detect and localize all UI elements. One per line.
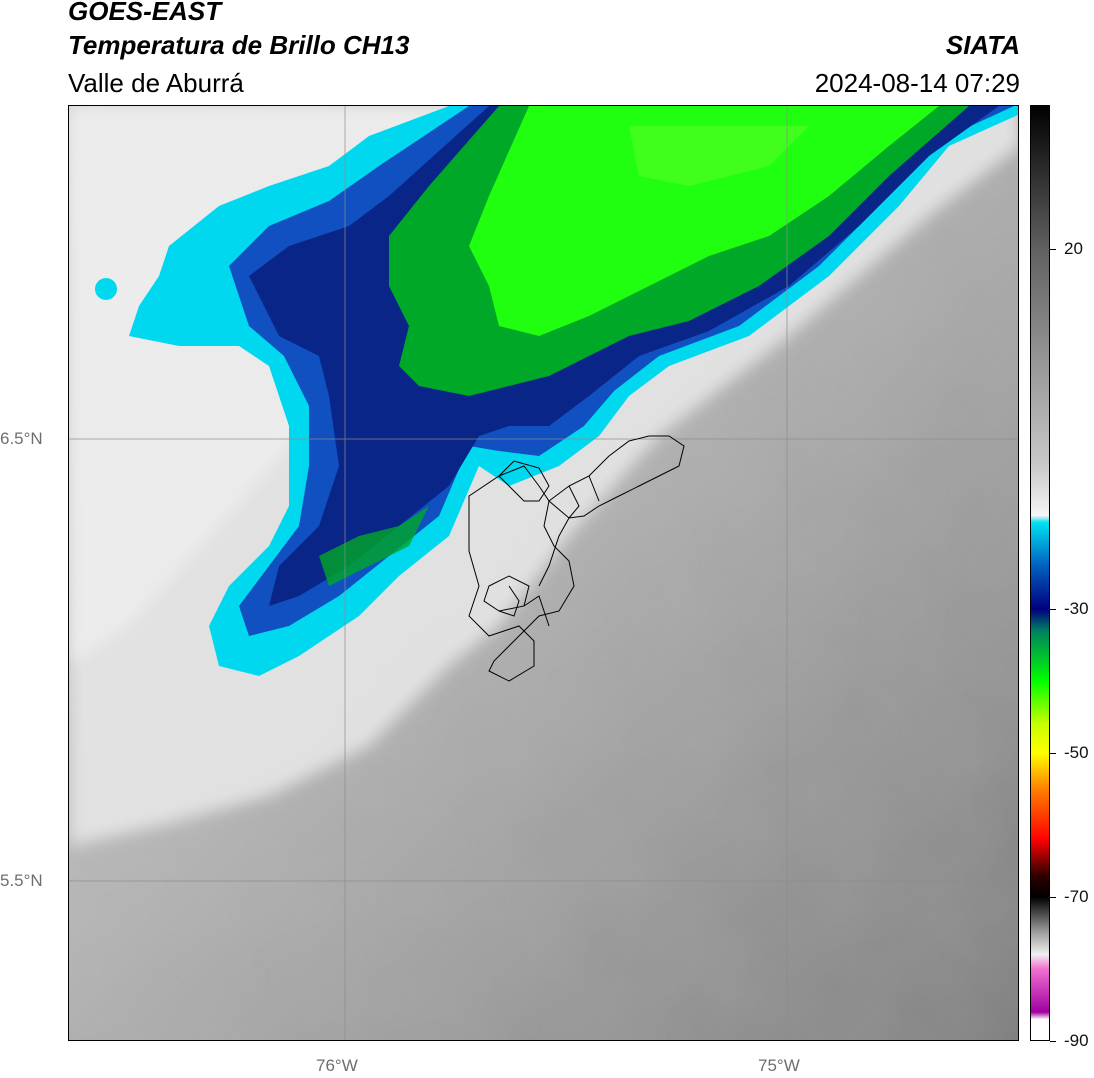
lon-label-75w: 75°W — [758, 1056, 800, 1075]
region-label: Valle de Aburrá — [68, 68, 244, 98]
colorbar-gradient — [1030, 105, 1050, 1041]
lat-label-6-5: 6.5°N — [0, 429, 43, 448]
colorbar-tick-mark — [1050, 1041, 1056, 1042]
cloud-core-spot — [629, 126, 809, 186]
map-image — [69, 106, 1018, 1040]
municipality-boundaries — [468, 435, 685, 682]
colorbar-tick-mark — [1050, 249, 1056, 250]
cloud-bright-green — [469, 106, 939, 336]
colorbar-tick-label: -50 — [1064, 743, 1089, 762]
satellite-title: GOES-EAST — [68, 0, 222, 26]
colorbar-tick-label: -30 — [1064, 599, 1089, 618]
lat-label-5-5: 5.5°N — [0, 871, 43, 890]
cloud-green-southwest — [319, 506, 429, 586]
gridlines — [69, 106, 1018, 1040]
colorbar-tick-mark — [1050, 897, 1056, 898]
colorbar-tick-label: -70 — [1064, 887, 1089, 906]
colorbar-border — [1030, 105, 1050, 1041]
datetime-label: 2024-08-14 07:29 — [814, 68, 1020, 98]
agency-label: SIATA — [945, 30, 1020, 60]
product-title: Temperatura de Brillo CH13 — [68, 30, 410, 60]
cloud-isolated-cell — [95, 278, 117, 300]
lon-label-76w: 76°W — [316, 1056, 358, 1075]
colorbar-tick-mark — [1050, 753, 1056, 754]
map-panel — [68, 105, 1019, 1041]
colorbar-tick-mark — [1050, 609, 1056, 610]
colorbar-tick-label: 20 — [1064, 239, 1083, 258]
colorbar-tick-label: -90 — [1064, 1031, 1089, 1050]
colorbar — [1030, 105, 1050, 1041]
